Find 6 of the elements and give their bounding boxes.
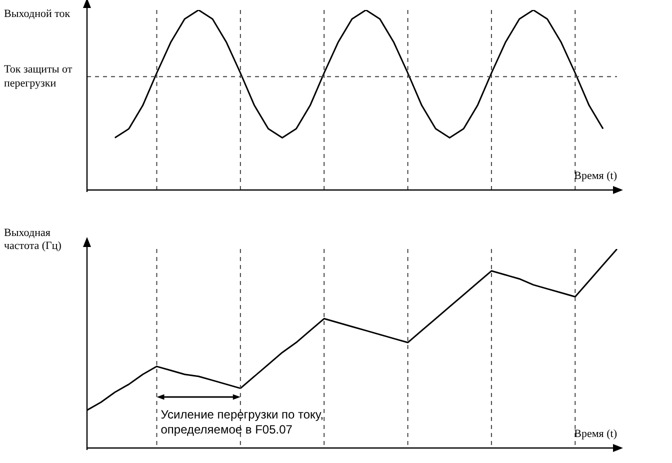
y-axis-title: Выходная частота (Гц) bbox=[4, 226, 62, 252]
ref-line-label: Ток защиты от перегрузки bbox=[4, 63, 72, 90]
x-axis-title: Время (t) bbox=[574, 170, 618, 182]
y-axis-title: Выходной ток bbox=[4, 8, 71, 20]
annotation: Усиление перегрузки по току, определяемое в F05.07 bbox=[160, 407, 324, 436]
x-axis-title: Время (t) bbox=[574, 428, 618, 440]
